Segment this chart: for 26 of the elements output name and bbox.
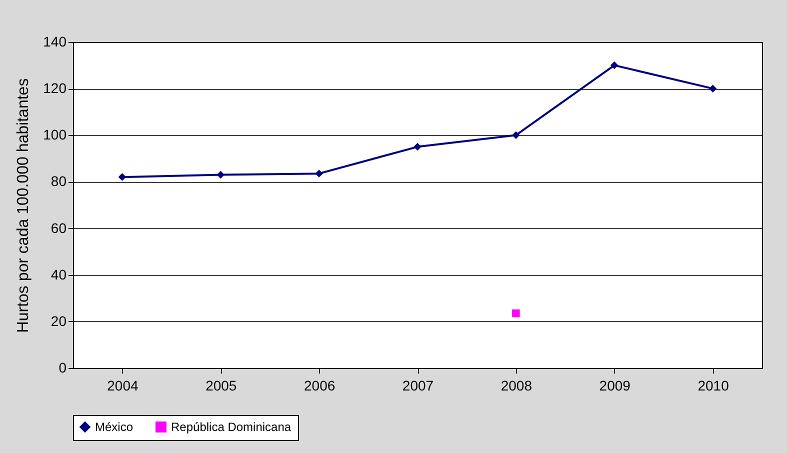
x-tick-label: 2005 [206,378,237,394]
point [216,170,225,179]
y-tick-label: 80 [50,173,67,190]
y-tick-label: 120 [43,80,67,96]
x-tick-label: 2004 [107,378,138,394]
y-tick-label: 60 [50,220,67,236]
y-tick-label: 0 [58,360,67,376]
y-tick-label: 140 [43,34,67,50]
y-tick-label: 100 [43,126,67,143]
y-tick-label: 20 [50,312,67,329]
x-tick-label: 2006 [304,378,336,394]
legend-label: México [95,420,134,434]
point [315,170,323,178]
point [610,61,618,70]
y-axis-title: Hurtos por cada 100.000 habitantes [15,78,32,333]
point [512,131,520,140]
y-tick-label: 40 [50,266,67,282]
x-tick-label: 2009 [599,378,631,394]
point [708,84,717,92]
point [512,309,520,318]
point [414,142,422,151]
x-tick-label: 2007 [402,378,434,394]
point [118,173,126,181]
x-tick-label: 2008 [500,378,532,394]
legend-label: República Dominicana [171,420,292,434]
x-tick-label: 2010 [698,378,730,394]
